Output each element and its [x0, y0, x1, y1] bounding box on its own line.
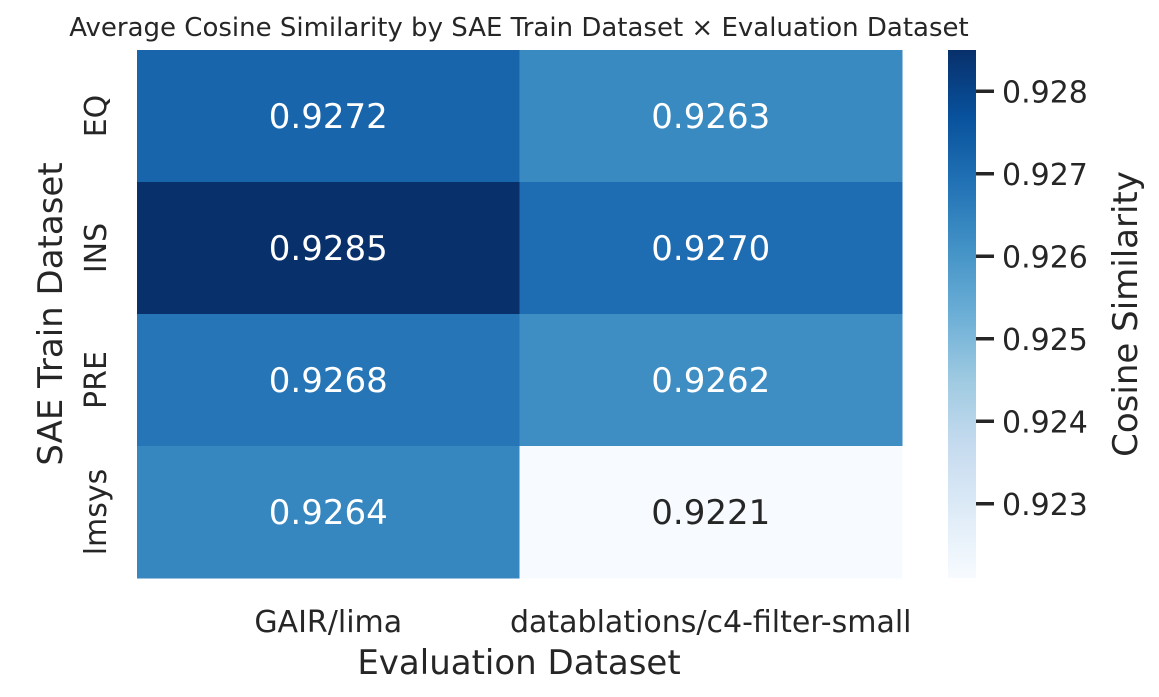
x-tick-labels: GAIR/lima datablations/c4-filter-small	[254, 605, 911, 640]
heatmap-cell-0-1	[519, 50, 903, 183]
colorbar-tick-label-0: 0.923	[1002, 488, 1088, 523]
y-axis-label: SAE Train Dataset	[31, 162, 71, 465]
colorbar-tick-label-5: 0.928	[1002, 75, 1088, 110]
cell-value-label-2-0: 0.9268	[269, 361, 388, 401]
cell-value-label-0-0: 0.9272	[269, 97, 388, 137]
colorbar	[948, 50, 976, 578]
y-tick-label-1: INS	[79, 223, 114, 273]
x-tick-label-0: GAIR/lima	[254, 605, 402, 640]
heatmap-cells: 0.9272 0.9263 0.9285 0.9270 0.9268 0.9262 0.92…	[137, 50, 903, 579]
heatmap-cell-1-1	[519, 182, 903, 315]
colorbar-tick-label-1: 0.924	[1002, 405, 1088, 440]
colorbar-ticks: 0.923 0.924 0.925 0.926 0.927 0.928	[976, 75, 1088, 523]
heatmap-cell-3-0	[137, 446, 520, 579]
cell-value-label-3-0: 0.9264	[269, 493, 388, 533]
heatmap-cell-1-0	[137, 182, 520, 315]
cell-value-label-2-1: 0.9262	[651, 361, 770, 401]
colorbar-label: Cosine Similarity	[1106, 171, 1146, 457]
cell-value-label-3-1: 0.9221	[651, 493, 770, 533]
colorbar-tick-label-4: 0.927	[1002, 158, 1088, 193]
colorbar-tick-label-2: 0.925	[1002, 323, 1088, 358]
heatmap-cell-2-0	[137, 314, 520, 447]
y-tick-labels: EQ INS PRE lmsys	[79, 95, 114, 556]
x-tick-label-1: datablations/c4-filter-small	[510, 605, 912, 640]
heatmap-cell-0-0	[137, 50, 520, 183]
y-tick-label-2: PRE	[79, 351, 114, 409]
cell-value-label-1-1: 0.9270	[651, 229, 770, 269]
chart-title: Average Cosine Similarity by SAE Train D…	[69, 13, 968, 43]
colorbar-tick-label-3: 0.926	[1002, 240, 1088, 275]
heatmap-cell-2-1	[519, 314, 903, 447]
y-tick-label-0: EQ	[79, 95, 114, 138]
heatmap-cell-3-1	[519, 446, 903, 579]
y-tick-label-3: lmsys	[79, 469, 114, 556]
cell-value-label-0-1: 0.9263	[651, 97, 770, 137]
x-axis-label: Evaluation Dataset	[357, 643, 680, 683]
cell-value-label-1-0: 0.9285	[269, 229, 388, 269]
